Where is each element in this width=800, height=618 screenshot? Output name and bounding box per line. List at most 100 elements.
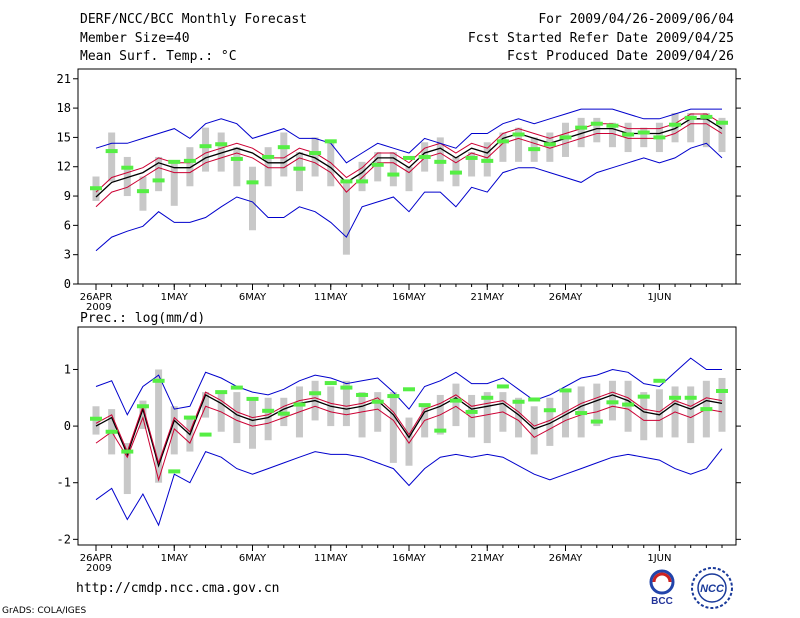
prec-ytick-label: 0 <box>64 419 71 433</box>
temp-obs-mark <box>449 170 462 175</box>
temp-ytick-label: 3 <box>64 248 71 262</box>
bcc-logo-text: BCC <box>651 596 673 607</box>
prec-obs-mark <box>215 390 228 395</box>
prec-spread-box <box>468 394 476 438</box>
temp-spread-box <box>264 147 272 187</box>
temp-spread-box <box>640 127 648 148</box>
prec-obs-mark <box>403 387 415 392</box>
prec-spread-box <box>593 383 601 427</box>
temp-obs-mark <box>356 179 369 184</box>
prec-obs-mark <box>105 429 118 434</box>
prec-spread-box <box>374 392 382 432</box>
temp-xtick-label: 1JUN <box>647 292 671 303</box>
prec-obs-mark <box>293 402 306 407</box>
prec-spread-box <box>202 392 210 418</box>
temp-spread-box <box>217 132 225 172</box>
prec-obs-mark <box>543 408 556 413</box>
prec-obs-mark <box>246 396 259 401</box>
prec-line-upper <box>95 391 723 465</box>
temp-obs-mark <box>152 178 165 183</box>
prec-spread-box <box>530 406 538 455</box>
temp-spread-box <box>702 112 710 148</box>
prec-spread-box <box>655 389 663 438</box>
temp-obs-mark <box>324 139 337 144</box>
prec-line-mean <box>95 393 723 468</box>
temp-spread-box <box>233 147 241 187</box>
temp-obs-mark <box>434 159 447 164</box>
prec-obs-mark <box>606 400 619 405</box>
prec-obs-mark <box>622 402 635 407</box>
prec-obs-mark <box>324 381 337 386</box>
title-line-3: Mean Surf. Temp.: °C <box>80 49 237 64</box>
temp-obs-mark <box>575 125 588 130</box>
temp-spread-box <box>108 132 116 182</box>
prec-line-max <box>95 357 722 416</box>
prec-obs-mark <box>262 408 275 413</box>
temp-obs-mark <box>262 154 275 159</box>
temp-obs-mark <box>418 154 431 159</box>
temp-ytick-label: 15 <box>57 130 71 144</box>
temp-obs-mark <box>559 135 572 140</box>
prec-spread-box <box>264 397 272 441</box>
prec-ytick-label: -2 <box>57 532 71 546</box>
prec-obs-mark <box>90 416 102 421</box>
temp-xtick-label: 16MAY <box>392 292 426 303</box>
temp-obs-mark <box>637 130 650 135</box>
temp-obs-mark <box>136 189 149 194</box>
prec-xtick-sublabel: 2009 <box>86 563 111 574</box>
prec-xtick-label: 21MAY <box>470 553 504 564</box>
temp-line-max <box>95 142 723 252</box>
prec-obs-mark <box>277 411 290 416</box>
prec-xtick-label: 16MAY <box>392 553 426 564</box>
prec-obs-mark <box>199 432 212 437</box>
source-url[interactable]: http://cmdp.ncc.cma.gov.cn <box>76 581 280 596</box>
temp-ytick-label: 21 <box>57 72 71 86</box>
prec-spread-box <box>123 443 131 495</box>
temp-obs-mark <box>622 132 635 137</box>
temp-spread-box <box>342 181 350 255</box>
prec-spread-box <box>342 380 350 427</box>
prec-obs-mark <box>387 394 400 399</box>
temp-obs-mark <box>496 139 509 144</box>
prec-spread-box <box>233 392 241 444</box>
prec-obs-mark <box>152 378 165 383</box>
prec-obs-mark <box>528 397 541 402</box>
temp-obs-mark <box>669 122 682 127</box>
temp-spread-box <box>155 156 163 192</box>
temp-spread-box <box>139 176 147 211</box>
prec-spread-box <box>483 392 491 444</box>
prec-obs-mark <box>230 385 243 390</box>
temp-obs-mark <box>512 132 525 137</box>
prec-obs-mark <box>449 398 462 403</box>
temp-obs-mark <box>90 186 102 191</box>
prec-spread-box <box>249 400 256 449</box>
temp-plot-frame <box>77 68 737 285</box>
temp-obs-mark <box>246 180 259 185</box>
title-line-1: DERF/NCC/BCC Monthly Forecast <box>80 12 307 27</box>
temp-line-upper <box>95 123 723 208</box>
temp-spread-box <box>389 152 397 187</box>
temp-obs-mark <box>528 147 541 152</box>
temp-obs-mark <box>183 158 196 163</box>
prec-obs-mark <box>637 394 650 399</box>
temp-obs-mark <box>277 145 290 150</box>
prec-spread-box <box>640 392 648 441</box>
bcc-logo-ring-icon <box>649 569 675 595</box>
bcc-logo: BCC <box>649 569 675 607</box>
prec-xtick-label: 26APR <box>80 553 113 564</box>
temp-ytick-label: 18 <box>57 101 71 115</box>
prec-obs-mark <box>700 407 713 412</box>
temp-spread-box <box>499 132 507 162</box>
prec-spread-box <box>452 383 460 427</box>
prec-obs-mark <box>356 392 369 397</box>
temp-spread-box <box>671 112 679 143</box>
prec-obs-mark <box>559 388 572 393</box>
temp-obs-mark <box>168 159 181 164</box>
temp-spread-box <box>186 147 194 187</box>
prec-xtick-label: 11MAY <box>314 553 348 564</box>
prec-obs-mark <box>168 469 181 474</box>
prec-spread-box <box>687 386 695 444</box>
prec-obs-mark <box>481 395 494 400</box>
temp-obs-mark <box>481 158 494 163</box>
